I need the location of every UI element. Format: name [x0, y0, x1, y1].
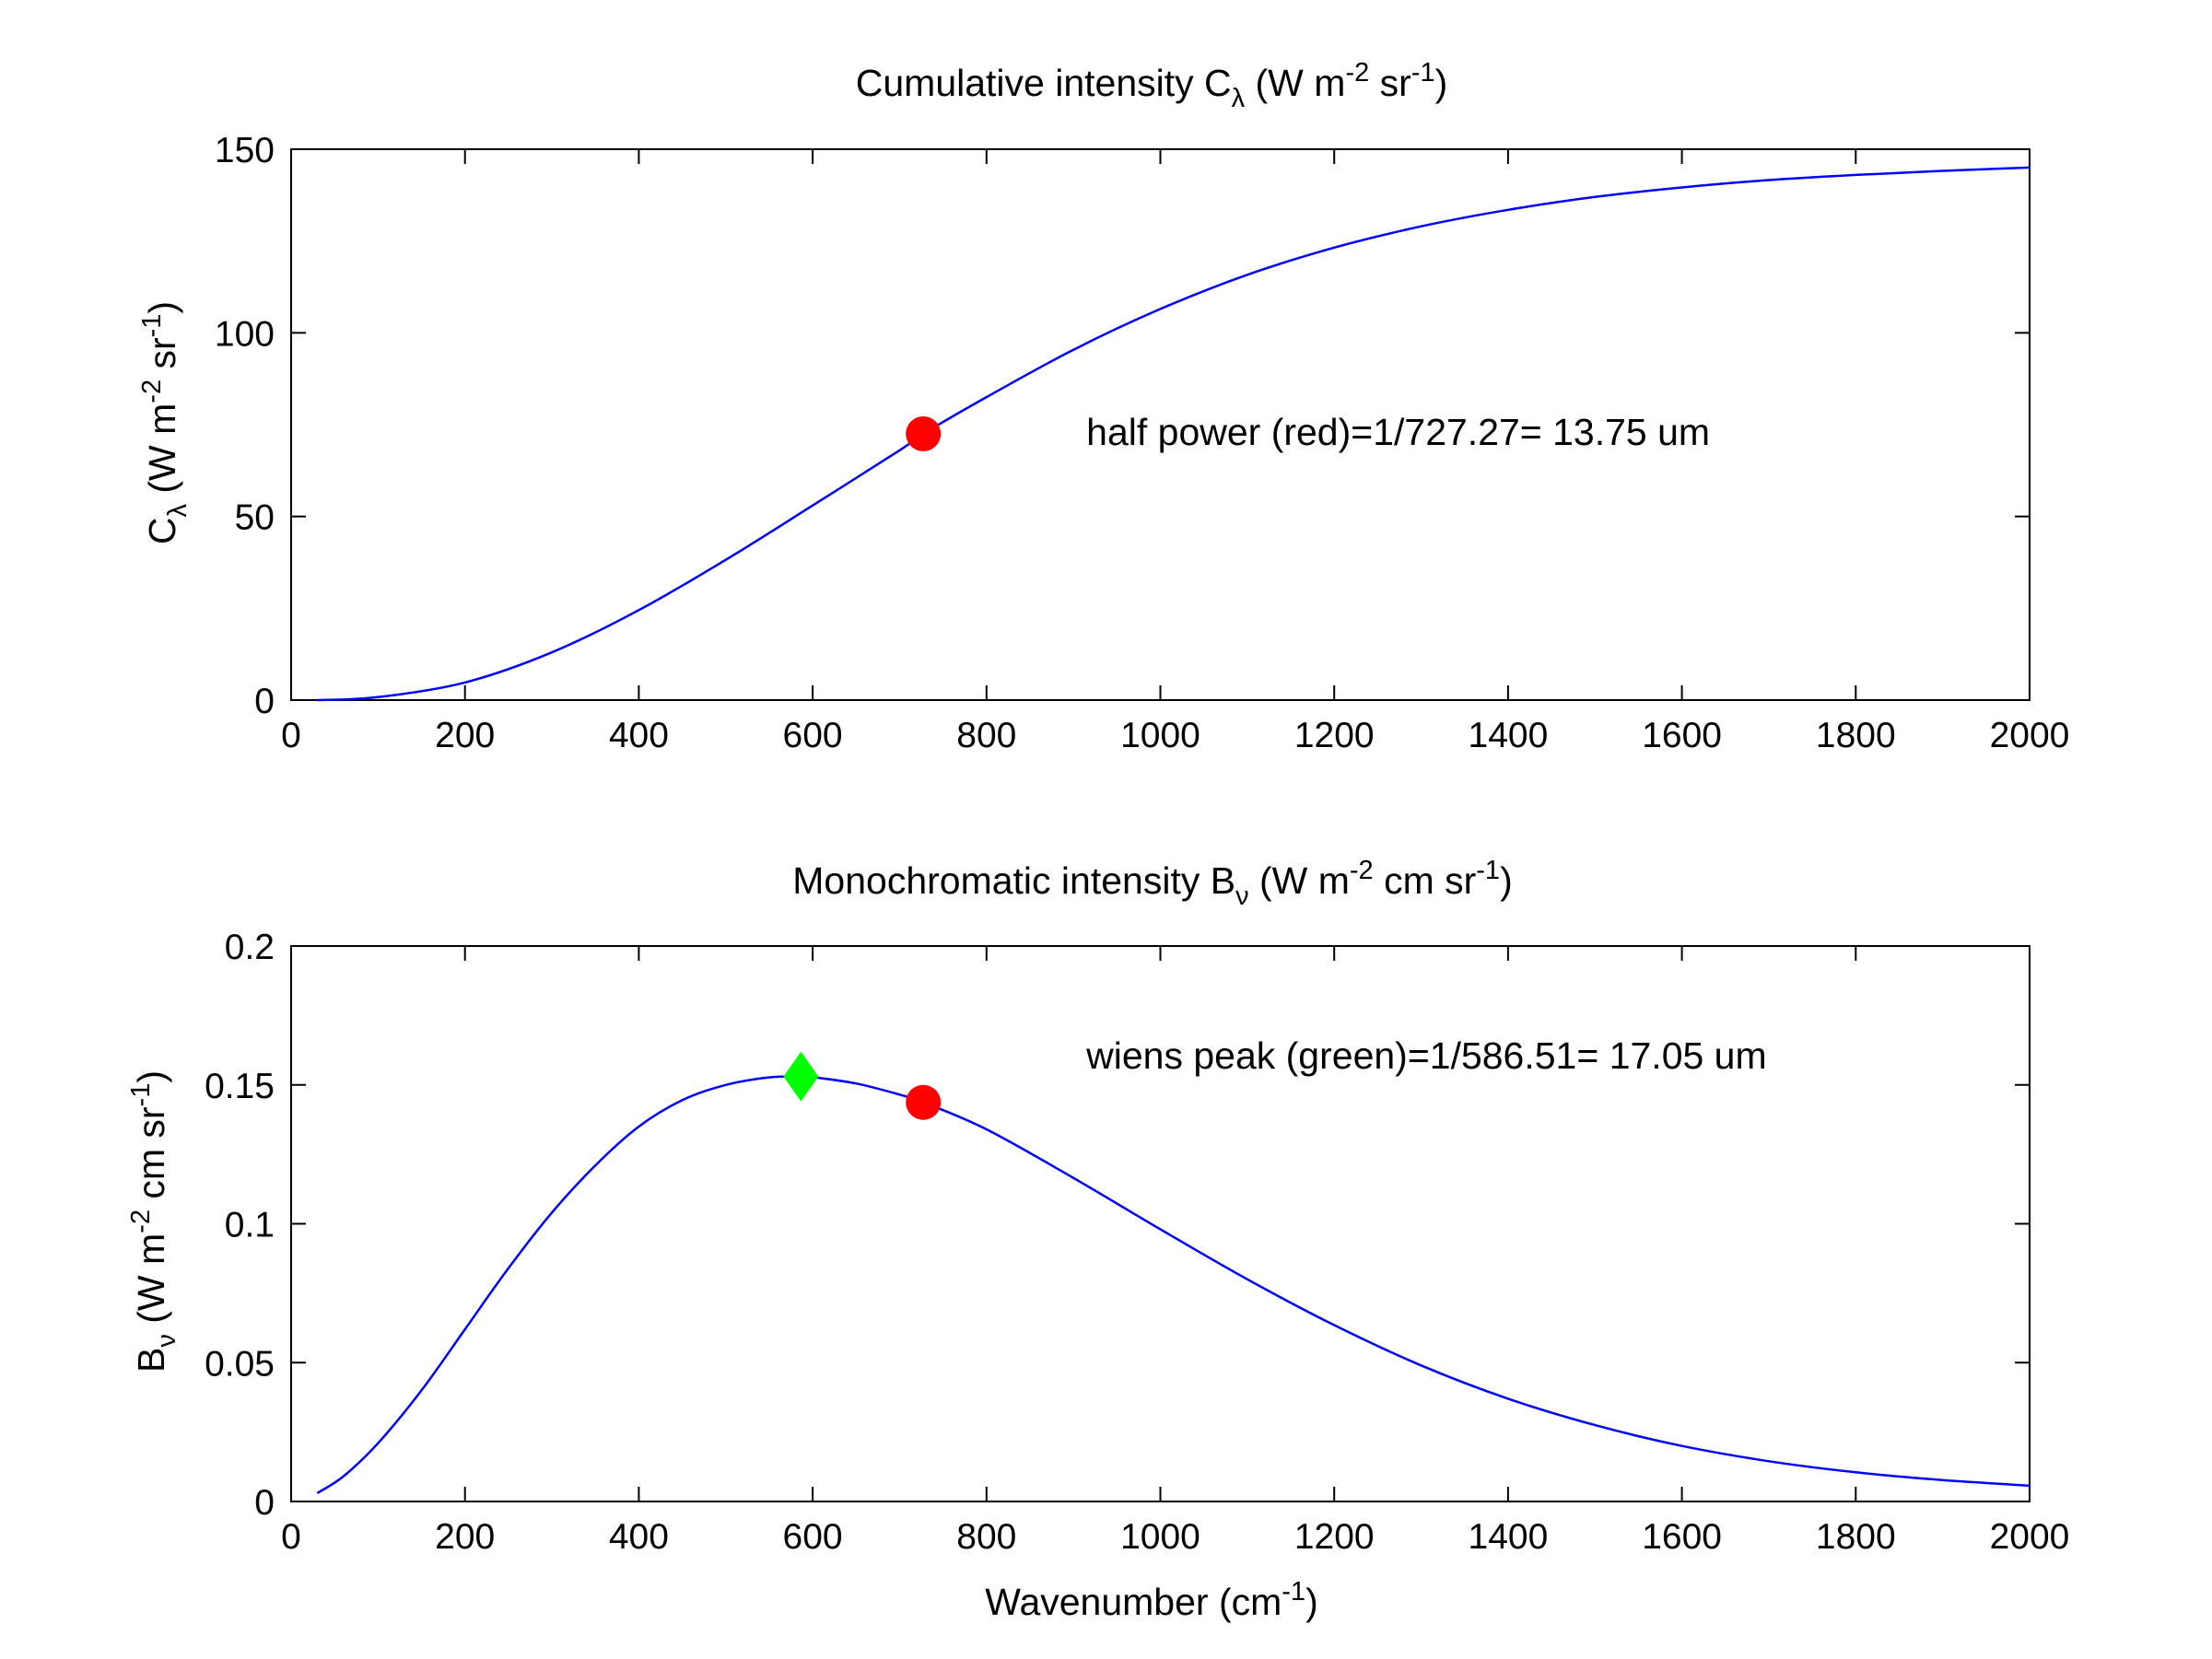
x-tick-label: 0 — [281, 1517, 301, 1557]
series-line — [317, 166, 2031, 702]
annotation-text: wiens peak (green)=1/586.51= 17.05 um — [1085, 1034, 1767, 1077]
x-tick-label: 1200 — [1294, 1517, 1375, 1557]
x-tick-label: 600 — [783, 1517, 843, 1557]
x-tick-label: 800 — [956, 716, 1016, 755]
x-tick-label: 0 — [281, 716, 301, 755]
x-tick-label: 2000 — [1990, 716, 2070, 755]
y-axis-label: Bν (W m-2 cm sr-1) — [126, 1070, 181, 1373]
y-tick-label: 0.2 — [225, 928, 275, 967]
x-tick-label: 400 — [609, 716, 669, 755]
plot-area-frame — [290, 945, 2031, 1502]
y-tick-label: 0 — [254, 682, 275, 721]
x-tick-label: 1600 — [1642, 716, 1722, 755]
x-tick-label: 400 — [609, 1517, 669, 1557]
x-tick-label: 1400 — [1469, 716, 1549, 755]
y-tick-label: 0 — [254, 1483, 275, 1523]
half-power-marker — [906, 415, 942, 451]
chart-title: Monochromatic intensity Bν (W m-2 cm sr-… — [792, 856, 1512, 911]
x-tick-label: 800 — [956, 1517, 1016, 1557]
y-tick-label: 50 — [235, 498, 275, 538]
series-line — [316, 1075, 2031, 1495]
y-axis-label: Cλ (W m-2 sr-1) — [137, 301, 193, 544]
monochromatic-intensity-chart: Monochromatic intensity Bν (W m-2 cm sr-… — [126, 856, 2069, 1623]
y-tick-label: 0.1 — [225, 1206, 275, 1245]
cumulative-intensity-chart: Cumulative intensity Cλ (W m-2 sr-1) Cλ … — [137, 58, 2069, 755]
x-tick-label: 1000 — [1120, 716, 1200, 755]
y-tick-label: 0.15 — [205, 1067, 275, 1106]
annotation-text: half power (red)=1/727.27= 13.75 um — [1086, 411, 1710, 453]
x-tick-label: 1600 — [1642, 1517, 1722, 1557]
y-tick-label: 100 — [215, 314, 275, 354]
wiens-peak-marker — [783, 1051, 819, 1102]
half-power-marker — [906, 1084, 942, 1120]
y-tick-label: 0.05 — [205, 1344, 275, 1384]
x-tick-label: 1200 — [1294, 716, 1375, 755]
x-tick-label: 1800 — [1816, 716, 1896, 755]
x-tick-label: 2000 — [1990, 1517, 2070, 1557]
x-tick-label: 200 — [435, 716, 495, 755]
x-tick-label: 1400 — [1469, 1517, 1549, 1557]
x-tick-label: 200 — [435, 1517, 495, 1557]
x-tick-label: 600 — [783, 716, 843, 755]
chart-title: Cumulative intensity Cλ (W m-2 sr-1) — [856, 58, 1447, 113]
y-tick-label: 150 — [215, 131, 275, 170]
x-tick-label: 1800 — [1816, 1517, 1896, 1557]
x-tick-label: 1000 — [1120, 1517, 1200, 1557]
x-axis-label: Wavenumber (cm-1) — [985, 1577, 1317, 1623]
